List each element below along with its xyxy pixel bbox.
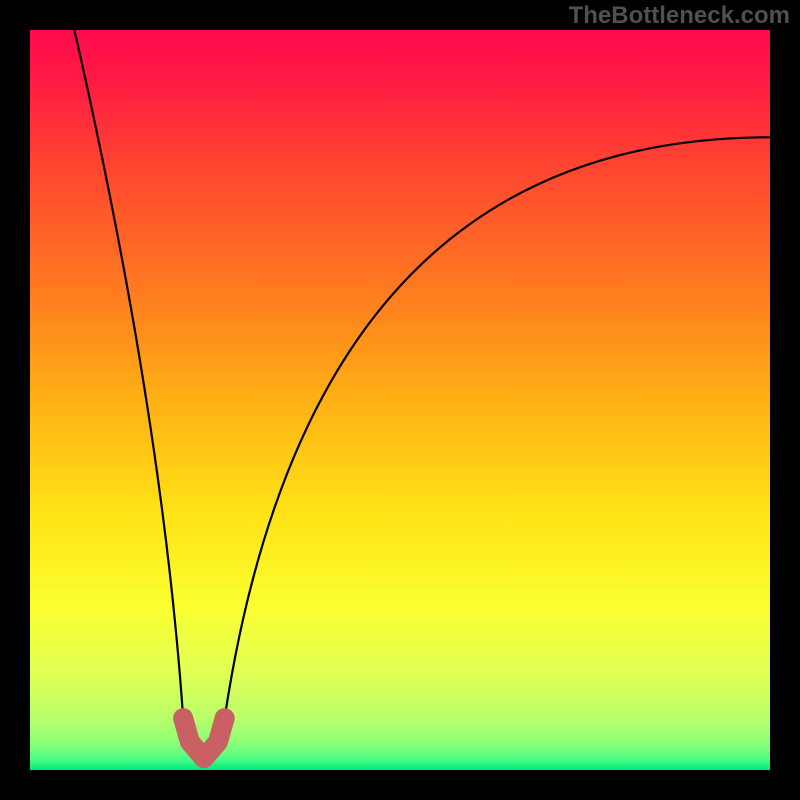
notch-marker-dot <box>173 708 193 728</box>
bottleneck-plot <box>0 0 800 800</box>
watermark-label: TheBottleneck.com <box>569 2 790 30</box>
notch-marker-dot <box>215 708 235 728</box>
chart-frame: TheBottleneck.com <box>0 0 800 800</box>
